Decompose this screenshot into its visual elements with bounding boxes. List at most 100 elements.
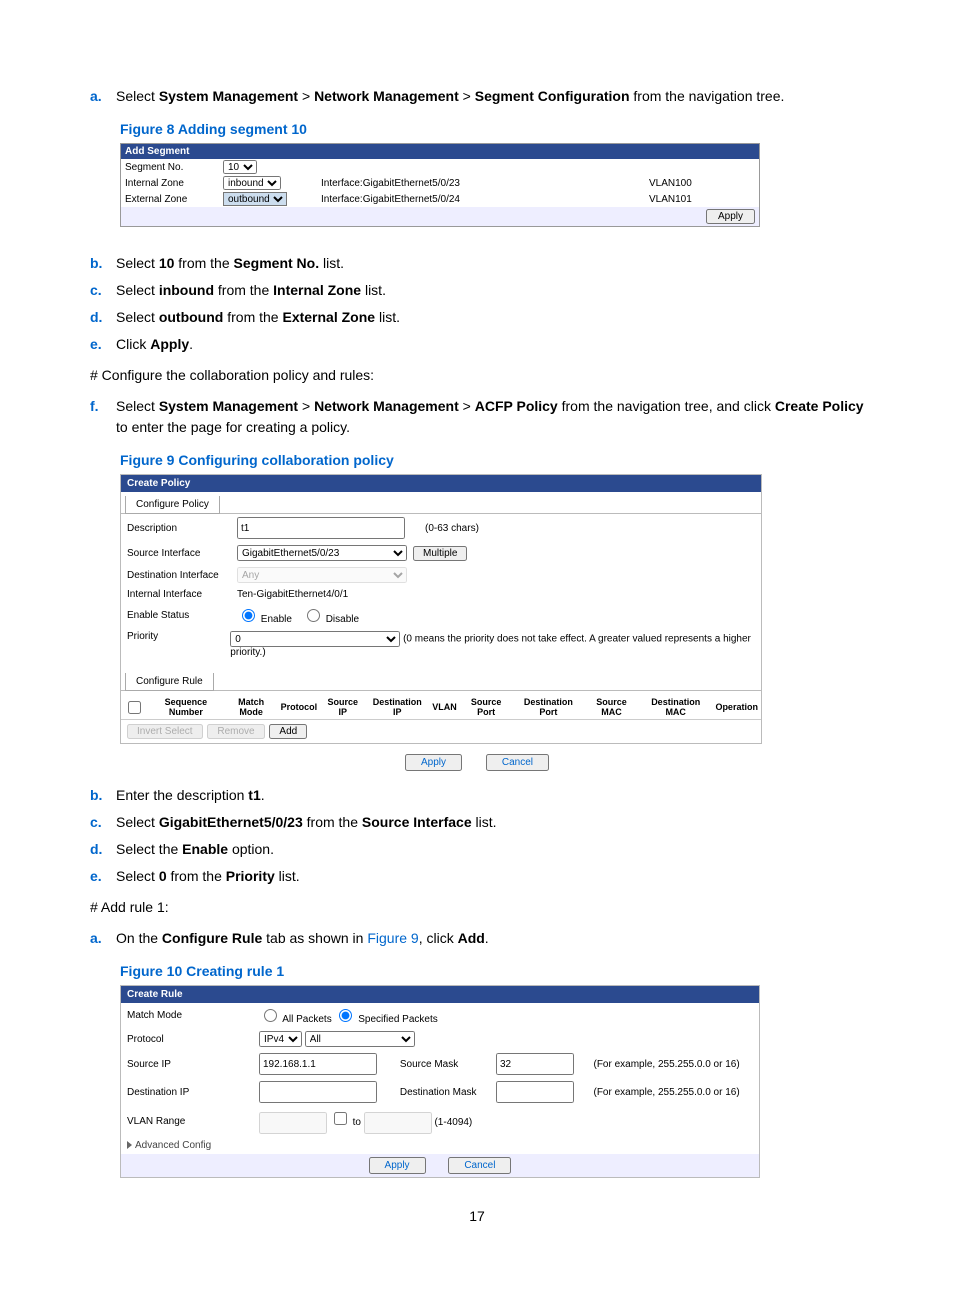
step-body: Enter the description t1. [116,785,864,806]
multiple-button[interactable]: Multiple [413,546,467,561]
destination-interface-select[interactable]: Any [237,567,407,583]
rule-col-header: Source MAC [584,695,639,720]
source-interface-select[interactable]: GigabitEthernet5/0/23 [237,545,407,561]
segment-no-label: Segment No. [121,159,220,175]
advanced-config-toggle[interactable]: Advanced Config [121,1137,760,1154]
destination-interface-label: Destination Interface [127,570,237,581]
step-body: Select 0 from the Priority list. [116,866,864,887]
external-zone-label: External Zone [121,191,220,207]
configure-rule-tab[interactable]: Configure Rule [125,673,214,691]
step-letter: e. [90,334,116,355]
enable-radio[interactable]: Enable [237,606,292,625]
figure8: Add Segment Segment No. 10 Internal Zone… [120,143,760,227]
internal-vlan: VLAN100 [645,175,760,191]
remove-button[interactable]: Remove [207,724,264,739]
all-packets-radio[interactable]: All Packets [259,1014,332,1025]
figure9-caption: Figure 9 Configuring collaboration polic… [120,452,864,468]
fig10-header: Create Rule [121,986,760,1004]
page-number: 17 [90,1208,864,1224]
source-ip-label: Source IP [121,1050,254,1078]
step-body: Select GigabitEthernet5/0/23 from the So… [116,812,864,833]
chevron-right-icon [127,1141,132,1149]
source-ip-input[interactable] [259,1053,377,1075]
fig9-header: Create Policy [121,475,761,492]
rule-col-header: Source IP [320,695,365,720]
segment-no-select[interactable]: 10 [223,160,257,174]
vlan-to-label: to [353,1117,361,1128]
step-letter: f. [90,396,116,438]
internal-if: Interface:GigabitEthernet5/0/23 [317,175,645,191]
rule-col-header: Match Mode [225,695,278,720]
description-input[interactable] [237,517,405,539]
description-hint: (0-63 chars) [425,523,479,534]
hash-note-2: # Add rule 1: [90,897,864,918]
select-all-checkbox[interactable] [128,701,141,714]
figure10: Create Rule Match Mode All Packets Speci… [120,985,760,1178]
specified-packets-radio[interactable]: Specified Packets [334,1014,437,1025]
internal-interface-value: Ten-GigabitEthernet4/0/1 [237,589,348,600]
rule-col-header: Destination Port [513,695,584,720]
rule-col-header: Destination IP [365,695,429,720]
fig10-apply-button[interactable]: Apply [369,1157,426,1174]
step-letter: d. [90,839,116,860]
destination-ip-input[interactable] [259,1081,377,1103]
rule-table: Sequence NumberMatch ModeProtocolSource … [121,695,761,720]
rule-col-header: Protocol [278,695,321,720]
fig9-cancel-button[interactable]: Cancel [486,754,549,771]
disable-radio[interactable]: Disable [302,606,359,625]
fig8-apply-button[interactable]: Apply [706,209,755,224]
internal-zone-select[interactable]: inbound [223,176,281,190]
vlan-from-input[interactable] [259,1112,327,1134]
step-body: On the Configure Rule tab as shown in Fi… [116,928,864,949]
external-vlan: VLAN101 [645,191,760,207]
step-body: Select outbound from the External Zone l… [116,307,864,328]
configure-policy-tab[interactable]: Configure Policy [125,496,220,514]
step-letter: b. [90,785,116,806]
step-body: Select 10 from the Segment No. list. [116,253,864,274]
figure9: Create Policy Configure Policy Descripti… [120,474,762,744]
vlan-to-input[interactable] [364,1112,432,1134]
figure8-caption: Figure 8 Adding segment 10 [120,121,864,137]
destination-mask-hint: (For example, 255.255.0.0 or 16) [587,1078,759,1106]
destination-mask-input[interactable] [496,1081,574,1103]
step-letter: c. [90,280,116,301]
invert-select-button[interactable]: Invert Select [127,724,203,739]
destination-mask-label: Destination Mask [394,1078,490,1106]
fig8-header: Add Segment [121,144,760,160]
source-mask-input[interactable] [496,1053,574,1075]
hash-note-1: # Configure the collaboration policy and… [90,365,864,386]
priority-label: Priority [127,631,230,642]
rule-col-header: Sequence Number [147,695,225,720]
enable-status-label: Enable Status [127,610,237,621]
protocol-select[interactable]: All [305,1031,415,1047]
vlan-to-checkbox[interactable] [334,1112,347,1125]
step-body: Select the Enable option. [116,839,864,860]
step-letter: a. [90,928,116,949]
vlan-range-label: VLAN Range [121,1106,254,1137]
internal-interface-label: Internal Interface [127,589,237,600]
add-button[interactable]: Add [269,724,307,739]
match-mode-label: Match Mode [121,1003,254,1028]
step-letter: b. [90,253,116,274]
source-interface-label: Source Interface [127,548,237,559]
rule-col-header: VLAN [429,695,460,720]
destination-ip-label: Destination IP [121,1078,254,1106]
external-zone-select[interactable]: outbound [223,192,287,206]
protocol-version-select[interactable]: IPv4 [259,1031,302,1047]
priority-select[interactable]: 0 [230,631,400,647]
internal-zone-label: Internal Zone [121,175,220,191]
fig10-cancel-button[interactable]: Cancel [448,1157,511,1174]
source-mask-hint: (For example, 255.255.0.0 or 16) [587,1050,759,1078]
rule-col-header [121,695,147,720]
vlan-hint: (1-4094) [434,1117,472,1128]
step-body: Select System Management > Network Manag… [116,396,864,438]
external-if: Interface:GigabitEthernet5/0/24 [317,191,645,207]
rule-col-header: Destination MAC [639,695,712,720]
description-label: Description [127,523,237,534]
rule-col-header: Source Port [460,695,513,720]
source-mask-label: Source Mask [394,1050,490,1078]
figure10-caption: Figure 10 Creating rule 1 [120,963,864,979]
fig9-apply-button[interactable]: Apply [405,754,462,771]
step-body: Click Apply. [116,334,864,355]
protocol-label: Protocol [121,1028,254,1050]
